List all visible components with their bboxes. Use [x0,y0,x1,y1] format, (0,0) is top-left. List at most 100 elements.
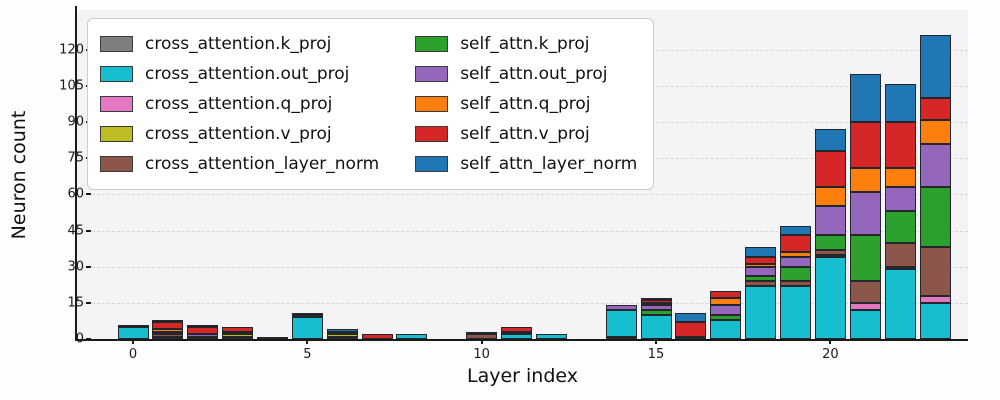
legend-item: cross_attention.out_proj [100,59,379,89]
bar-segment [780,252,812,258]
x-tick-label: 15 [647,347,665,362]
bar-segment [256,336,288,339]
bar-segment [117,324,149,327]
bar-segment [849,73,881,123]
bar-segment [780,235,812,253]
bar-segment [605,310,637,337]
bar-segment [814,249,846,255]
y-tick-label: 90 [67,114,84,130]
legend-label: cross_attention_layer_norm [145,154,380,174]
bar-segment [919,247,951,296]
bar-segment [814,254,846,258]
bar-segment [849,122,881,168]
y-tick-label: 75 [67,150,84,166]
bar-segment [222,326,254,332]
legend-label: cross_attention.v_proj [145,124,332,144]
legend-swatch-icon [100,36,133,52]
bar-segment [710,319,742,339]
bar-segment [884,122,916,168]
bar-segment [291,314,323,318]
bar-segment [745,281,777,286]
bar-segment [745,257,777,265]
bar-segment [814,257,846,339]
gridline [77,194,968,196]
bar-segment [466,331,498,335]
x-tick-mark [132,339,134,344]
legend-item: self_attn.v_proj [415,119,637,149]
legend-swatch-icon [415,66,449,82]
legend-label: cross_attention.out_proj [145,64,350,84]
x-tick-mark [829,339,832,344]
bar-segment [187,326,219,335]
y-tick-mark [86,265,91,268]
bar-segment [152,331,184,335]
y-tick-label: 120 [59,42,84,58]
bar-segment [745,285,777,339]
legend-label: cross_attention.q_proj [145,94,333,114]
bar-segment [780,225,812,236]
y-tick-mark [86,338,91,340]
bar-segment [501,331,533,335]
y-tick-mark [86,301,91,304]
bar-segment [152,336,184,339]
bar-segment [780,281,812,286]
bar-segment [640,300,672,303]
bar-segment [919,302,951,339]
bar-segment [710,305,742,315]
legend-swatch-icon [415,36,449,52]
legend-swatch-icon [100,126,133,142]
bar-segment [745,247,777,258]
legend-item: self_attn.k_proj [415,29,637,59]
y-tick-label: 45 [67,223,84,239]
y-axis-label: Neuron count [8,110,30,239]
bar-segment [849,281,881,303]
bar-segment [675,336,707,339]
bar-segment [780,257,812,267]
legend: cross_attention.k_proj cross_attention.ou… [87,18,655,190]
bar-segment [640,298,672,301]
bar-segment [884,242,916,267]
legend-item: cross_attention.k_proj [100,29,379,59]
bar-segment [745,276,777,282]
bar-segment [640,310,672,315]
legend-column-self: self_attn.k_proj self_attn.out_proj self_a… [415,29,637,179]
x-tick-label: 5 [303,347,312,362]
bar-segment [117,326,149,339]
bar-segment [187,334,219,337]
gridline [77,230,968,232]
legend-swatch-icon [100,156,133,172]
bar-segment [361,334,393,339]
y-axis-spine [75,6,77,341]
x-tick-label: 10 [473,347,490,362]
x-axis-spine [75,339,968,341]
legend-item: cross_attention.q_proj [100,89,379,119]
legend-label: self_attn.out_proj [460,64,608,84]
y-tick-mark [86,229,91,232]
bar-segment [501,334,533,339]
bar-segment [884,167,916,188]
legend-swatch-icon [415,156,449,172]
x-axis-label: Layer index [467,365,578,387]
bar-segment [849,167,881,192]
bar-segment [745,264,777,267]
legend-item: cross_attention.v_proj [100,119,379,149]
bar-segment [291,312,323,315]
legend-swatch-icon [415,126,449,142]
bar-segment [291,317,323,339]
bar-segment [605,305,637,311]
bar-segment [326,331,358,335]
legend-label: self_attn.q_proj [460,94,591,114]
bar-segment [640,302,672,306]
bar-segment [605,336,637,339]
bar-segment [849,310,881,339]
bar-segment [326,329,358,332]
x-tick-label: 0 [128,347,138,362]
bar-segment [326,334,358,337]
gridline [77,302,968,304]
bar-segment [187,324,219,327]
y-tick-label: 30 [67,259,84,275]
bar-segment [814,206,846,236]
y-tick-label: 15 [67,295,84,311]
bar-segment [745,266,777,277]
bar-segment [814,151,846,188]
